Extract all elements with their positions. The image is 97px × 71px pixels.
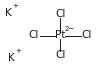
- Text: Pt: Pt: [55, 31, 65, 40]
- Text: Cl: Cl: [55, 50, 65, 60]
- Text: Cl: Cl: [81, 31, 91, 40]
- Text: +: +: [15, 48, 21, 54]
- Text: K: K: [8, 53, 15, 63]
- Text: +: +: [12, 3, 18, 9]
- Text: Cl: Cl: [29, 31, 39, 40]
- Text: K: K: [5, 8, 12, 18]
- Text: 2−: 2−: [64, 26, 74, 32]
- Text: Cl: Cl: [55, 9, 65, 19]
